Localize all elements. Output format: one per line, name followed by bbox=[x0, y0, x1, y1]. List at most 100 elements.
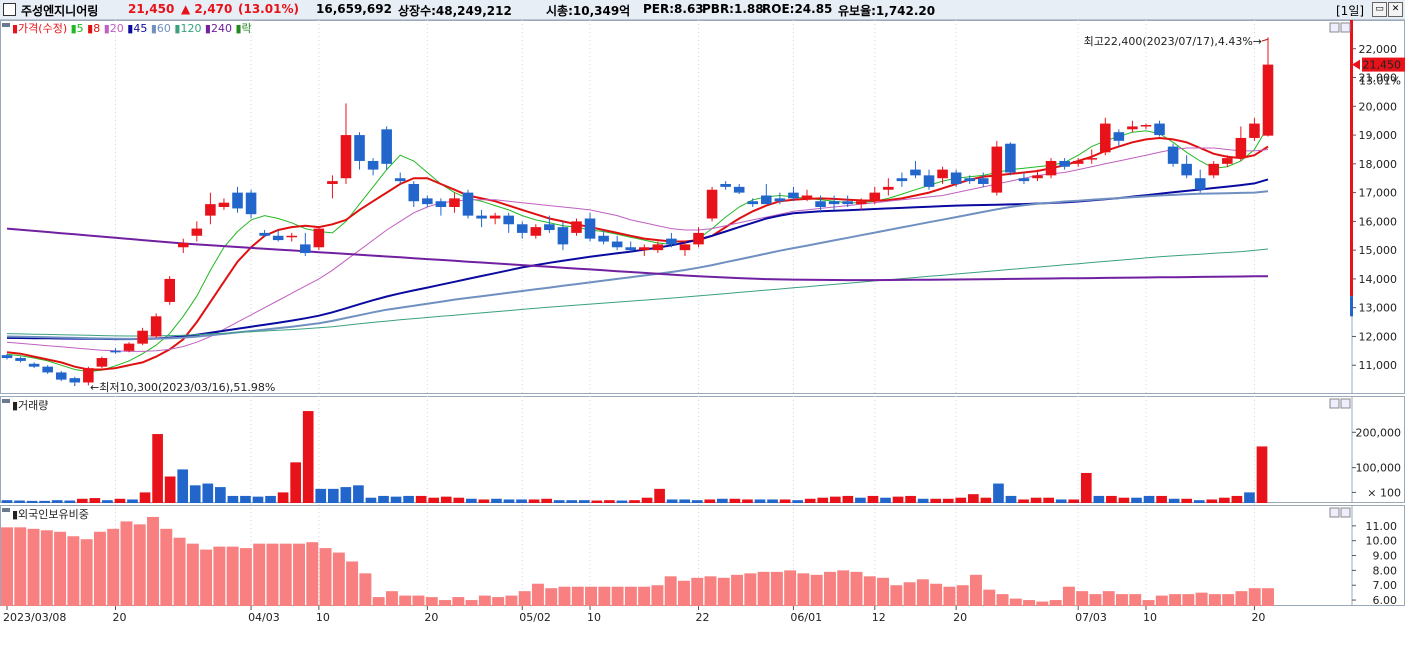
volume-bar bbox=[378, 495, 389, 503]
candle-body bbox=[693, 232, 704, 245]
foreign-ownership-bar bbox=[1036, 601, 1049, 606]
x-tick-label-10: 20 bbox=[953, 611, 967, 624]
candle-body bbox=[815, 201, 826, 207]
foreign-ownership-bar bbox=[1049, 600, 1062, 606]
candle-body bbox=[1235, 137, 1247, 159]
legend-20: ▮20 bbox=[100, 22, 124, 35]
foreign-ownership-bar bbox=[970, 574, 982, 606]
candle-body bbox=[652, 244, 664, 251]
foreign-ownership-bar bbox=[1182, 594, 1195, 606]
volume-bar bbox=[491, 498, 502, 503]
volume-bar bbox=[453, 497, 465, 503]
volume-bar bbox=[152, 434, 163, 503]
foreign-ownership-bar bbox=[1208, 594, 1221, 606]
x-tick-label-5: 05/02 bbox=[519, 611, 551, 624]
candle-body bbox=[69, 378, 81, 383]
foreign-ownership-bar bbox=[823, 571, 836, 606]
foreign-ownership-bar bbox=[1248, 588, 1261, 606]
ma-line-120 bbox=[6, 248, 1269, 337]
foreign-ownership-bar bbox=[1195, 592, 1208, 606]
volume-tick-label-0: 200,000 bbox=[1356, 426, 1402, 439]
candle-body bbox=[1127, 126, 1138, 130]
volume-bar bbox=[277, 492, 289, 503]
candle-body bbox=[557, 227, 569, 245]
x-tick-label-0: 2023/03/08 bbox=[3, 611, 66, 624]
volume-bar bbox=[993, 483, 1004, 503]
volume-bar bbox=[265, 495, 276, 503]
foreign-ownership-bar bbox=[784, 570, 797, 606]
volume-bar bbox=[39, 500, 50, 503]
foreign-ownership-bar bbox=[93, 531, 106, 606]
candle-body bbox=[747, 201, 759, 205]
volume-bar bbox=[390, 496, 402, 503]
legend-120: ▮120 bbox=[171, 22, 202, 35]
period-selector[interactable]: [1일] bbox=[1336, 4, 1365, 18]
foreign-ownership-bar bbox=[107, 528, 120, 606]
foreign-tick-label-2: 9.00 bbox=[1373, 550, 1398, 563]
volume-bar bbox=[867, 495, 879, 503]
candle-body bbox=[245, 192, 257, 215]
candle-body bbox=[1100, 123, 1111, 153]
price-tick-label-4: 15,000 bbox=[1359, 244, 1398, 257]
foreign-ownership-bar bbox=[651, 585, 664, 606]
foreign-ownership-bar bbox=[147, 516, 159, 606]
close-icon[interactable]: ✕ bbox=[1388, 2, 1403, 17]
stock-chart[interactable]: 11,000 12,000 13,000 14,000 15,000 16,000 17,0… bbox=[0, 20, 1405, 648]
volume-bar bbox=[1055, 499, 1067, 503]
grid-lines bbox=[114, 20, 1255, 606]
volume-bar bbox=[1093, 495, 1105, 503]
foreign-ownership-bar bbox=[757, 571, 770, 606]
legend-60: ▮60 bbox=[147, 22, 171, 35]
checkbox[interactable] bbox=[3, 3, 16, 16]
foreign-ownership-bar bbox=[850, 571, 863, 606]
volume-bar bbox=[829, 496, 841, 503]
price-tick-label-9: 20,000 bbox=[1359, 100, 1398, 113]
candle-body bbox=[584, 218, 596, 239]
foreign-ownership-bar bbox=[253, 543, 266, 606]
candle-body bbox=[476, 215, 487, 219]
candle-body bbox=[977, 178, 989, 184]
foreign-ownership-bar bbox=[943, 586, 956, 606]
volume-bar bbox=[1005, 495, 1017, 503]
foreign-ownership-bar bbox=[266, 543, 279, 606]
candle-body bbox=[449, 198, 460, 207]
foreign-ownership-bar bbox=[306, 542, 319, 606]
volume-bar bbox=[1156, 495, 1167, 503]
volume-bar bbox=[553, 500, 565, 503]
restore-window-icon[interactable]: ▭ bbox=[1372, 2, 1387, 17]
volume-bar bbox=[955, 497, 967, 503]
volume-bar bbox=[1, 500, 13, 503]
price-range-bar-down bbox=[1350, 296, 1353, 317]
legend-8: ▮8 bbox=[84, 22, 101, 35]
price-tick-label-11: 22,000 bbox=[1359, 43, 1398, 56]
price-change-pct: (13.01%) bbox=[238, 2, 299, 16]
foreign-ownership-bar bbox=[1076, 591, 1089, 606]
x-tick-label-11: 07/03 bbox=[1075, 611, 1107, 624]
volume-bar bbox=[842, 495, 854, 503]
foreign-ownership-bar bbox=[213, 546, 226, 606]
candle-body bbox=[516, 224, 528, 233]
candle-body bbox=[761, 195, 772, 205]
foreign-ownership-bar bbox=[1009, 598, 1022, 606]
candle-body bbox=[503, 215, 514, 225]
x-tick-label-4: 20 bbox=[424, 611, 438, 624]
foreign-ownership-bar bbox=[664, 576, 677, 606]
foreign-ownership-bar bbox=[319, 548, 332, 606]
candle-body bbox=[1, 355, 13, 359]
volume-bar bbox=[202, 483, 214, 503]
x-tick-label-8: 06/01 bbox=[790, 611, 822, 624]
foreign-ownership-bar bbox=[359, 573, 372, 606]
candle-body bbox=[177, 242, 189, 248]
stock-info-header: 주성엔지니어링 21,450 ▲ 2,470 (13.01%) 16,659,6… bbox=[0, 0, 1405, 20]
candle-body bbox=[422, 198, 433, 205]
candle-body bbox=[123, 343, 135, 351]
price-tick-label-6: 17,000 bbox=[1359, 187, 1398, 200]
foreign-legend: ▮외국인보유비중 bbox=[12, 508, 89, 521]
candle-body bbox=[272, 235, 284, 241]
candles-group bbox=[1, 37, 1274, 386]
candle-body bbox=[923, 175, 935, 187]
volume-bar bbox=[353, 485, 364, 503]
candle-body bbox=[530, 227, 542, 236]
volume-bar bbox=[591, 500, 603, 503]
volume-bar bbox=[729, 498, 741, 503]
